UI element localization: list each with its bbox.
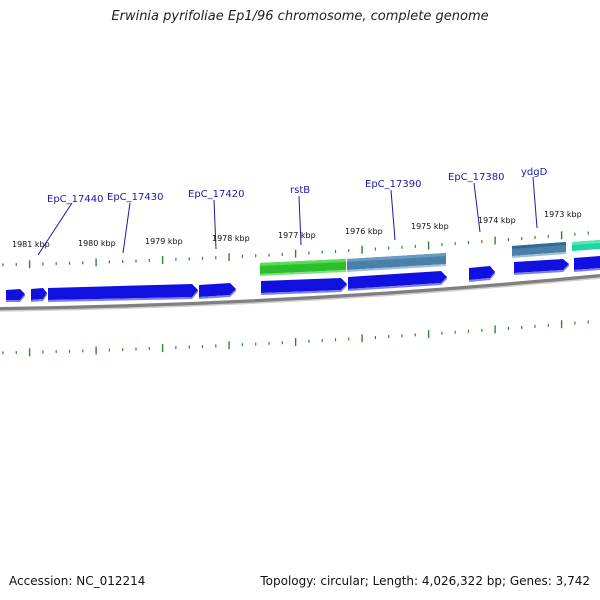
gene-epc-17390-bar[interactable]: [347, 253, 446, 272]
scale-label-1974: 1974 kbp: [478, 216, 516, 225]
gene-label-rstb[interactable]: rstB: [290, 185, 310, 196]
gene-label-epc-17420[interactable]: EpC_17420: [188, 189, 244, 200]
leader-epc-17380: [473, 182, 481, 233]
gene-label-epc-17390[interactable]: EpC_17390: [365, 179, 421, 190]
leader-ydgd: [532, 176, 538, 229]
scale-label-1973: 1973 kbp: [544, 210, 582, 219]
topology-text: Topology: circular; Length: 4,026,322 bp…: [260, 574, 590, 588]
cds-rstb-arrow[interactable]: [261, 278, 347, 295]
cds-epc-17380-arrow[interactable]: [469, 266, 495, 282]
scale-label-1979: 1979 kbp: [145, 237, 183, 246]
scale-label-1975: 1975 kbp: [411, 222, 449, 231]
cds-epc-17430-arrow[interactable]: [31, 288, 47, 302]
gene-teal-bar[interactable]: [572, 240, 600, 251]
cds-epc-17390-arrow[interactable]: [348, 271, 447, 291]
gene-label-epc-17440[interactable]: EpC_17440: [47, 194, 103, 205]
accession-text: Accession: NC_012214: [9, 574, 146, 588]
gene-label-epc-17430[interactable]: EpC_17430: [107, 192, 163, 203]
leader-rstb: [298, 195, 302, 246]
gene-rstb-bar[interactable]: [260, 259, 346, 276]
scale-label-1978: 1978 kbp: [212, 234, 250, 243]
leader-epc-17440: [37, 202, 73, 256]
scale-label-1980: 1980 kbp: [78, 239, 116, 248]
scale-label-1976: 1976 kbp: [345, 227, 383, 236]
map-title: Erwinia pyrifoliae Ep1/96 chromosome, co…: [111, 9, 489, 24]
leader-epc-17420: [213, 199, 217, 250]
cds-long-arrow[interactable]: [48, 284, 198, 302]
cds-edge-arrow[interactable]: [574, 256, 600, 272]
leader-epc-17430: [122, 202, 131, 254]
chromosome-backbone: [0, 274, 600, 311]
gene-label-ydgd[interactable]: ydgD: [521, 167, 548, 178]
gene-label-epc-17380[interactable]: EpC_17380: [448, 172, 504, 183]
cds-ydgd-arrow[interactable]: [514, 259, 569, 275]
inner-scale-ticks: [2, 320, 589, 357]
cds-epc-17420-arrow[interactable]: [199, 283, 236, 299]
gene-ydgd-bar[interactable]: [512, 242, 566, 258]
cds-epc-17440-arrow[interactable]: [6, 289, 25, 302]
scale-label-1977: 1977 kbp: [278, 231, 316, 240]
outer-scale-ticks: [2, 231, 589, 269]
scale-label-1981: 1981 kbp: [12, 240, 50, 249]
leader-epc-17390: [390, 189, 396, 241]
